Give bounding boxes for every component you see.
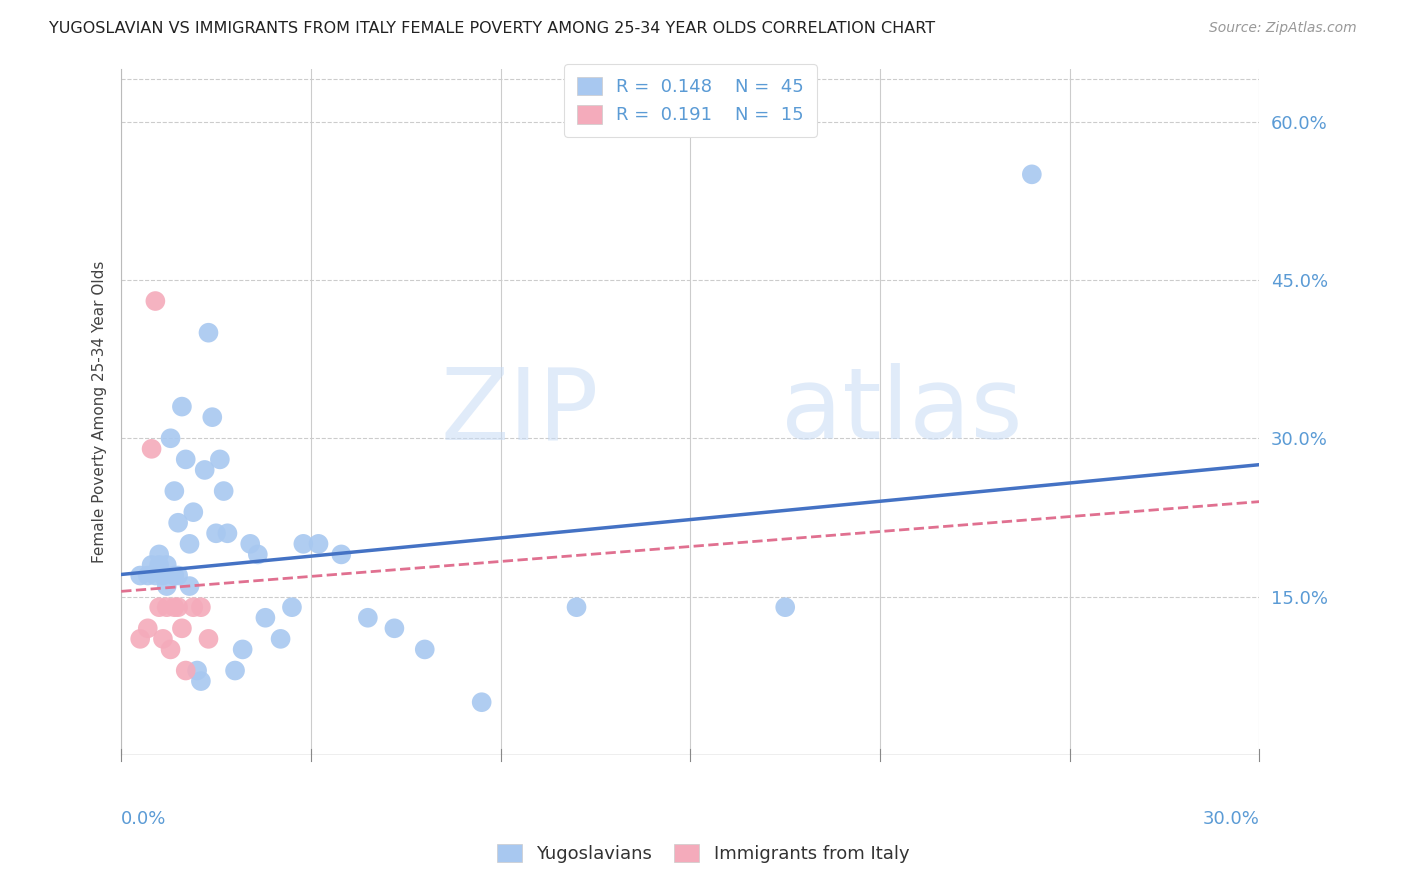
Point [246,548,269,562]
Point [181,505,204,519]
Point [136,568,159,582]
Point [129,568,152,582]
Point [148,548,170,562]
Text: ZIP: ZIP [441,363,599,460]
Point [270,632,292,646]
Point [170,621,193,635]
Point [174,452,197,467]
Point [136,621,159,635]
Point [156,558,179,572]
Point [232,642,254,657]
Point [565,600,588,615]
Point [174,664,197,678]
Point [145,568,167,582]
Point [145,293,167,308]
Point [159,642,181,657]
Point [152,632,174,646]
Point [163,568,186,582]
Point [167,600,190,615]
Point [141,558,163,572]
Point [773,600,796,615]
Point [212,484,235,499]
Point [181,600,204,615]
Text: 30.0%: 30.0% [1202,810,1260,828]
Point [163,600,186,615]
Point [239,537,262,551]
Point [163,484,186,499]
Text: atlas: atlas [782,363,1024,460]
Legend: Yugoslavians, Immigrants from Italy: Yugoslavians, Immigrants from Italy [486,833,920,874]
Point [141,442,163,456]
Point [190,674,212,689]
Point [254,611,277,625]
Point [194,463,217,477]
Point [281,600,304,615]
Point [205,526,228,541]
Point [167,568,190,582]
Point [413,642,436,657]
Point [152,568,174,582]
Point [308,537,330,551]
Point [208,452,231,467]
Point [357,611,380,625]
Point [156,600,179,615]
Point [148,600,170,615]
Point [159,431,181,445]
Point [170,400,193,414]
Point [217,526,239,541]
Point [167,516,190,530]
Point [179,579,201,593]
Point [129,632,152,646]
Text: 0.0%: 0.0% [121,810,166,828]
Point [179,537,201,551]
Point [190,600,212,615]
Y-axis label: Female Poverty Among 25-34 Year Olds: Female Poverty Among 25-34 Year Olds [93,260,107,563]
Point [292,537,315,551]
Point [186,664,208,678]
Point [224,664,246,678]
Point [330,548,353,562]
Point [471,695,494,709]
Point [1021,167,1043,181]
Point [384,621,406,635]
Text: Source: ZipAtlas.com: Source: ZipAtlas.com [1209,21,1357,35]
Point [197,632,219,646]
Text: YUGOSLAVIAN VS IMMIGRANTS FROM ITALY FEMALE POVERTY AMONG 25-34 YEAR OLDS CORREL: YUGOSLAVIAN VS IMMIGRANTS FROM ITALY FEM… [49,21,935,36]
Point [148,558,170,572]
Point [197,326,219,340]
Point [156,579,179,593]
Point [201,410,224,425]
Legend: R =  0.148    N =  45, R =  0.191    N =  15: R = 0.148 N = 45, R = 0.191 N = 15 [564,64,817,137]
